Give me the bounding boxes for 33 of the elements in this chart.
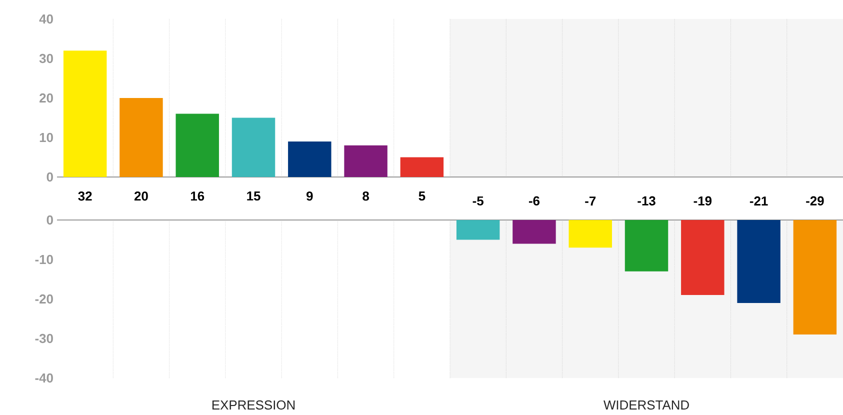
bar: [120, 98, 163, 177]
y-tick-label: -10: [35, 254, 53, 264]
data-label: -6: [528, 196, 540, 206]
y-tick-label: 40: [39, 14, 53, 24]
data-label: 32: [78, 192, 92, 201]
bar: [400, 157, 444, 177]
data-label: -19: [694, 196, 712, 206]
text: WIDERSTAND: [604, 400, 689, 410]
data-label: -21: [750, 196, 768, 206]
data-label: -5: [472, 196, 484, 206]
y-tick-label: 20: [40, 93, 53, 103]
data-label: -29: [806, 196, 824, 206]
bar: [63, 50, 107, 177]
data-label: 16: [190, 192, 204, 201]
data-label: 15: [247, 192, 260, 201]
data-label: 5: [418, 192, 426, 201]
y-tick-label: -20: [35, 294, 53, 304]
y-tick-label: -30: [35, 334, 53, 344]
text: EXPRESSION: [212, 400, 295, 410]
bar: [288, 141, 332, 177]
bar: [232, 118, 276, 177]
bar: [344, 145, 388, 177]
data-label: -7: [585, 196, 596, 206]
data-label: 20: [134, 192, 148, 201]
bar: [176, 114, 219, 177]
y-tick-label: -40: [35, 373, 53, 383]
data-label: 8: [362, 192, 370, 201]
y-tick-label: 0: [46, 172, 53, 182]
data-label: -13: [638, 196, 656, 206]
y-tick-label: 10: [40, 132, 53, 142]
data-label: 9: [306, 192, 313, 201]
y-tick-label: 30: [39, 54, 53, 64]
y-tick-label: 0: [46, 215, 53, 225]
